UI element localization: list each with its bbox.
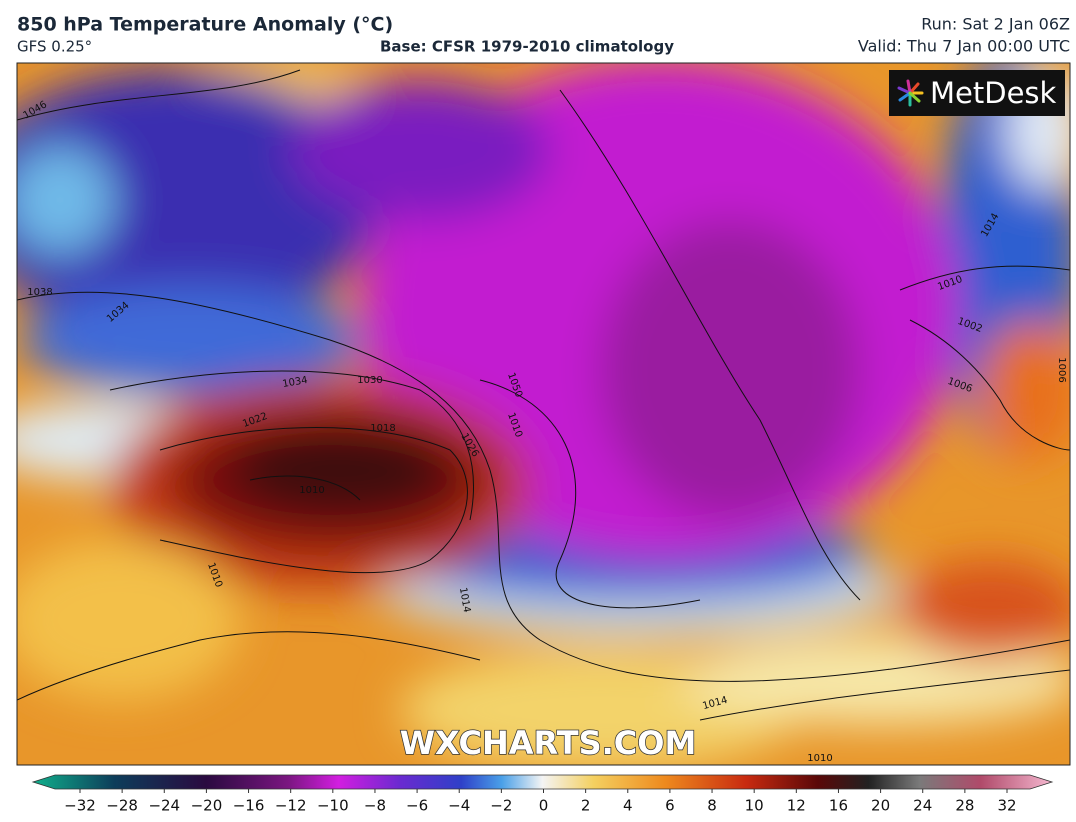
colorbar-tick-label: 10 — [745, 797, 764, 815]
colorbar-tick-label: 32 — [997, 797, 1016, 815]
logo: MetDesk — [889, 70, 1065, 116]
colorbar — [31, 774, 1054, 790]
colorbar-tick-label: −16 — [233, 797, 265, 815]
logo-text: MetDesk — [930, 76, 1057, 110]
watermark: WXCHARTS.COM — [400, 724, 697, 762]
colorbar-tick-label: −32 — [64, 797, 96, 815]
colorbar-tick-label: 6 — [665, 797, 675, 815]
colorbar-tick-label: −6 — [406, 797, 428, 815]
isobar-label: 1010 — [299, 485, 324, 496]
colorbar-tick-label: −12 — [275, 797, 307, 815]
colorbar-tick-label: 0 — [539, 797, 549, 815]
colorbar-tick-label: 12 — [787, 797, 806, 815]
isobar-label: 1014 — [457, 587, 472, 614]
colorbar-tick-label: 2 — [581, 797, 591, 815]
map — [17, 63, 1070, 765]
isobar-label: 1018 — [370, 423, 395, 434]
colorbar-tick-label: −8 — [364, 797, 386, 815]
colorbar-tick-label: 8 — [707, 797, 717, 815]
colorbar-tick-label: 4 — [623, 797, 633, 815]
title: 850 hPa Temperature Anomaly (°C) — [17, 14, 393, 36]
colorbar-tick-label: −4 — [448, 797, 470, 815]
map-frame — [16, 62, 1071, 766]
run: Run: Sat 2 Jan 06Z — [921, 15, 1070, 34]
colorbar-tick-label: −10 — [317, 797, 349, 815]
colorbar-tick-label: 16 — [829, 797, 848, 815]
colorbar-tick-label: −20 — [191, 797, 223, 815]
isobar-label: 1006 — [1056, 357, 1067, 382]
colorbar-tick-label: 24 — [913, 797, 932, 815]
isobar-label: 1034 — [282, 375, 309, 390]
colorbar-tick-label: 20 — [871, 797, 890, 815]
valid: Valid: Thu 7 Jan 00:00 UTC — [858, 37, 1070, 56]
base: Base: CFSR 1979-2010 climatology — [380, 38, 674, 56]
isobar-label: 1010 — [807, 753, 832, 764]
isobar-label: 1030 — [357, 375, 382, 386]
colorbar-tick-label: −2 — [490, 797, 512, 815]
colorbar-tick-label: −24 — [148, 797, 180, 815]
isobar-label: 1038 — [27, 287, 52, 298]
colorbar-tick-label: 28 — [955, 797, 974, 815]
colorbar-ticks: −32 −28 −24 −20 −16 −12 −10 −8 −6 −4 −2 0 2 4 6 8 10 12 16… — [64, 789, 1017, 815]
colorbar-tick-label: −28 — [106, 797, 138, 815]
model: GFS 0.25° — [17, 38, 92, 56]
